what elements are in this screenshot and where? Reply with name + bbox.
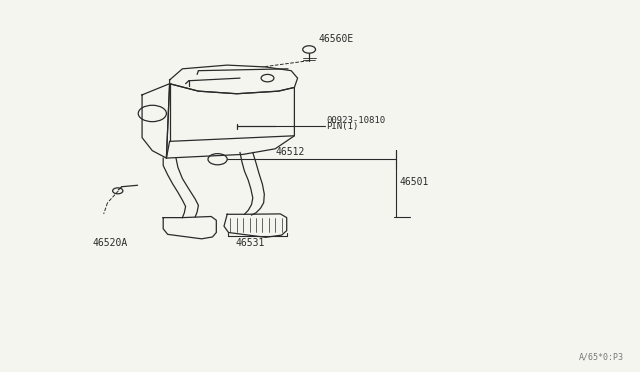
Text: 46531: 46531 bbox=[236, 238, 265, 248]
Text: 46512: 46512 bbox=[275, 147, 305, 157]
Text: PIN(1): PIN(1) bbox=[326, 122, 358, 131]
Text: 46520A: 46520A bbox=[93, 238, 128, 248]
Text: A/65*0:P3: A/65*0:P3 bbox=[579, 353, 624, 362]
Text: 46501: 46501 bbox=[400, 177, 429, 187]
Text: 00923-10810: 00923-10810 bbox=[326, 116, 385, 125]
Text: 46560E: 46560E bbox=[319, 34, 354, 44]
